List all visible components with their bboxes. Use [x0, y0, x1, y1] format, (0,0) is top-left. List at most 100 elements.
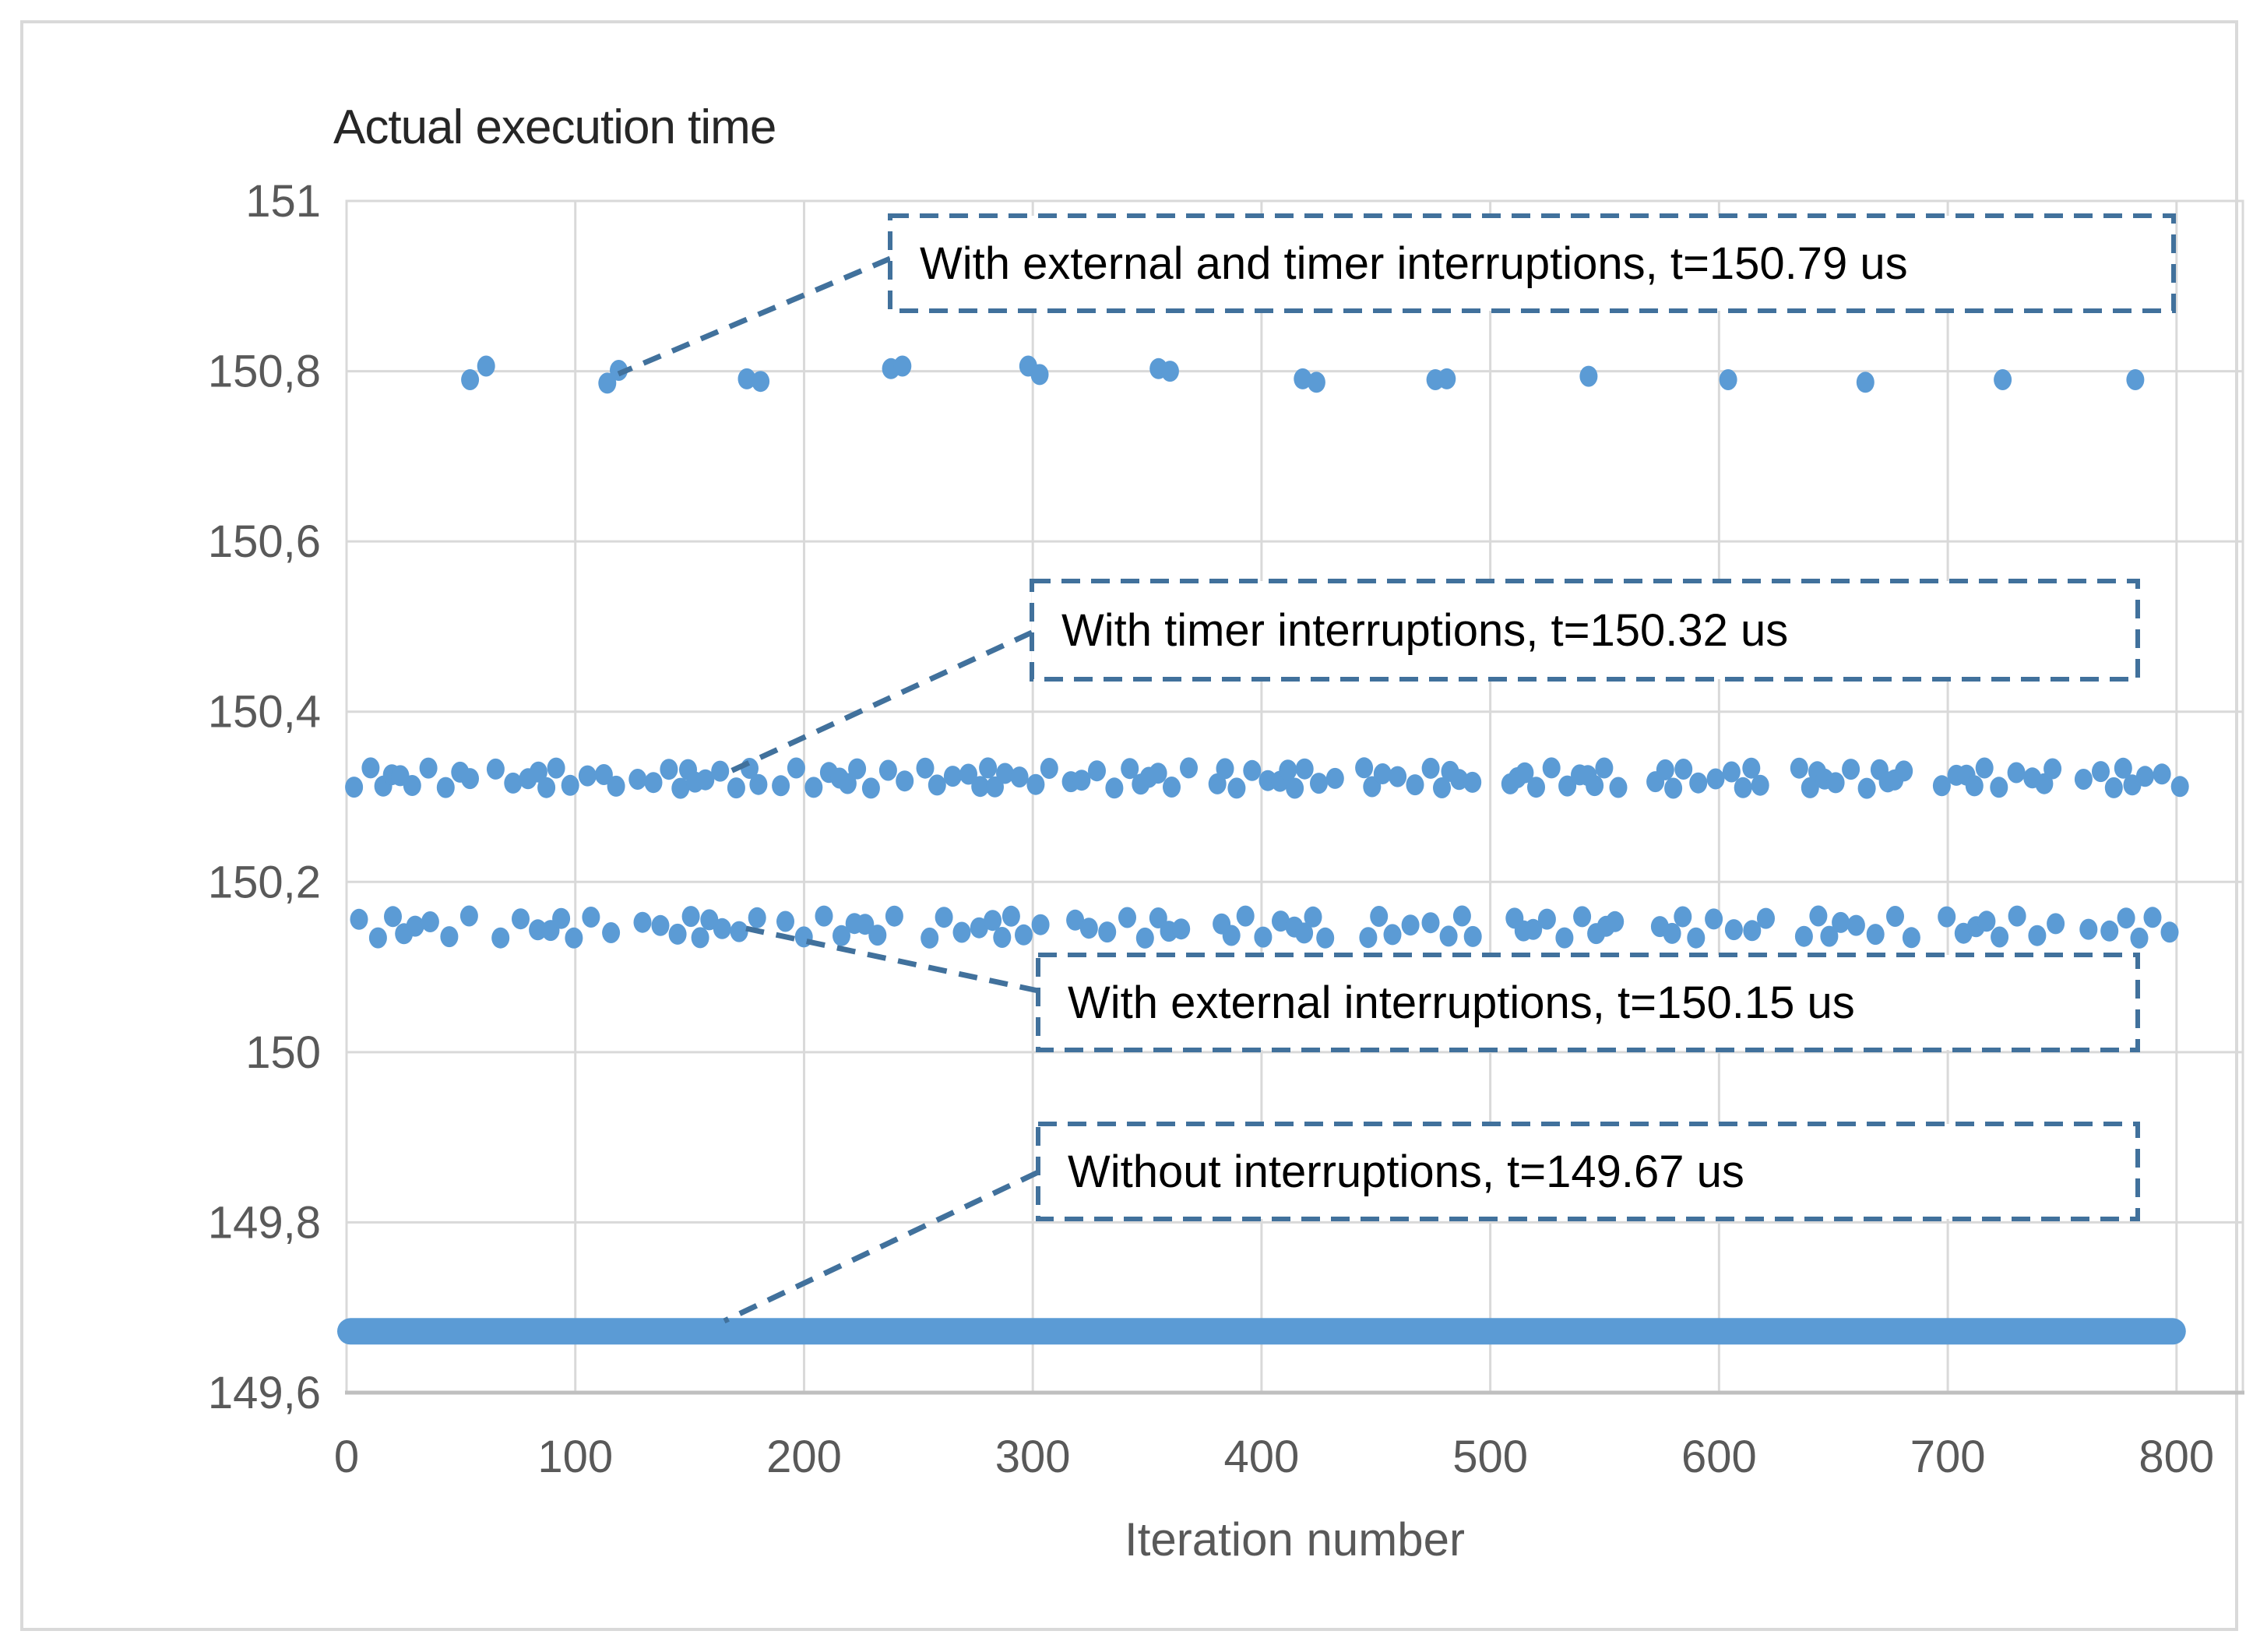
data-point: [561, 774, 579, 796]
data-point: [529, 919, 547, 941]
data-point: [833, 925, 850, 946]
data-point: [1856, 372, 1875, 393]
data-point: [1595, 757, 1614, 779]
data-point: [1355, 757, 1374, 779]
data-point: [1325, 767, 1344, 789]
data-point: [668, 923, 687, 945]
data-point: [644, 772, 663, 794]
data-point: [748, 907, 766, 928]
data-point: [1579, 365, 1598, 387]
data-point: [491, 927, 510, 949]
data-point: [565, 927, 583, 949]
data-point: [1820, 925, 1839, 947]
data-point: [1991, 926, 2009, 948]
data-point: [459, 905, 478, 927]
data-point: [916, 757, 935, 779]
data-point: [1066, 909, 1085, 931]
data-point: [403, 775, 421, 796]
data-point: [1975, 757, 1994, 779]
data-point: [406, 915, 424, 937]
y-tick-label: 149,6: [208, 1368, 321, 1418]
data-point: [1031, 914, 1050, 935]
data-point: [2153, 763, 2171, 785]
data-point: [1236, 905, 1255, 927]
data-point: [1294, 368, 1312, 389]
data-point: [1832, 911, 1850, 933]
data-point: [2117, 907, 2135, 929]
data-point: [984, 910, 1002, 932]
data-point: [1724, 919, 1743, 941]
data-point: [1527, 777, 1545, 798]
data-point: [547, 757, 565, 779]
data-point: [628, 769, 647, 790]
data-point: [815, 905, 833, 927]
data-point: [1515, 762, 1534, 784]
data-point: [1990, 777, 2008, 798]
data-point: [1180, 757, 1198, 779]
x-tick-label: 100: [537, 1432, 613, 1482]
data-point: [1705, 908, 1723, 930]
data-point: [856, 914, 875, 935]
data-point: [1463, 771, 1482, 793]
data-point: [1689, 772, 1708, 794]
data-point: [1573, 906, 1592, 928]
data-point: [671, 777, 690, 799]
data-point: [345, 777, 364, 798]
x-tick-label: 700: [1910, 1432, 1986, 1482]
data-point: [1542, 757, 1561, 779]
data-point: [1794, 925, 1813, 947]
data-point: [384, 906, 402, 928]
data-point: [598, 372, 617, 394]
data-point: [2130, 927, 2149, 949]
data-point: [421, 911, 439, 932]
data-point: [959, 763, 977, 785]
data-point: [868, 925, 887, 946]
data-point: [2028, 925, 2047, 946]
data-point: [1310, 773, 1328, 794]
leader-line: [726, 629, 1033, 776]
series-band: [337, 1318, 2186, 1345]
data-point: [1450, 769, 1469, 791]
x-tick-label: 200: [766, 1432, 842, 1482]
data-point: [1687, 927, 1706, 949]
data-point: [2170, 776, 2189, 798]
data-point: [1734, 777, 1752, 798]
y-tick-label: 150,2: [208, 857, 321, 907]
data-point: [928, 774, 946, 796]
data-point: [1757, 907, 1775, 929]
data-point: [749, 773, 768, 795]
leader-line: [745, 925, 1039, 994]
data-point: [1010, 766, 1029, 788]
data-point: [727, 777, 745, 799]
data-point: [1663, 922, 1681, 944]
data-point: [1790, 757, 1808, 779]
data-point: [804, 777, 823, 798]
data-point: [1886, 906, 1904, 927]
data-point: [752, 371, 770, 393]
data-point: [776, 911, 794, 932]
data-point: [1586, 775, 1604, 797]
data-point: [993, 927, 1012, 948]
data-point: [368, 927, 387, 949]
data-point: [602, 922, 621, 943]
data-point: [1079, 918, 1098, 939]
data-point: [1160, 361, 1179, 382]
data-point: [2160, 921, 2179, 943]
data-point: [2035, 773, 2054, 794]
data-point: [504, 772, 523, 794]
data-point: [1286, 777, 1304, 799]
data-point: [1105, 777, 1124, 799]
data-point: [607, 775, 625, 797]
data-point: [1222, 925, 1241, 946]
data-point: [1279, 759, 1297, 781]
data-point: [1295, 922, 1314, 944]
data-point: [1359, 927, 1378, 949]
data-point: [1254, 926, 1273, 948]
data-point: [787, 757, 805, 779]
data-point: [610, 360, 628, 381]
data-point: [1208, 773, 1227, 794]
data-point: [594, 764, 613, 785]
data-point: [896, 770, 914, 792]
data-point: [986, 776, 1004, 798]
